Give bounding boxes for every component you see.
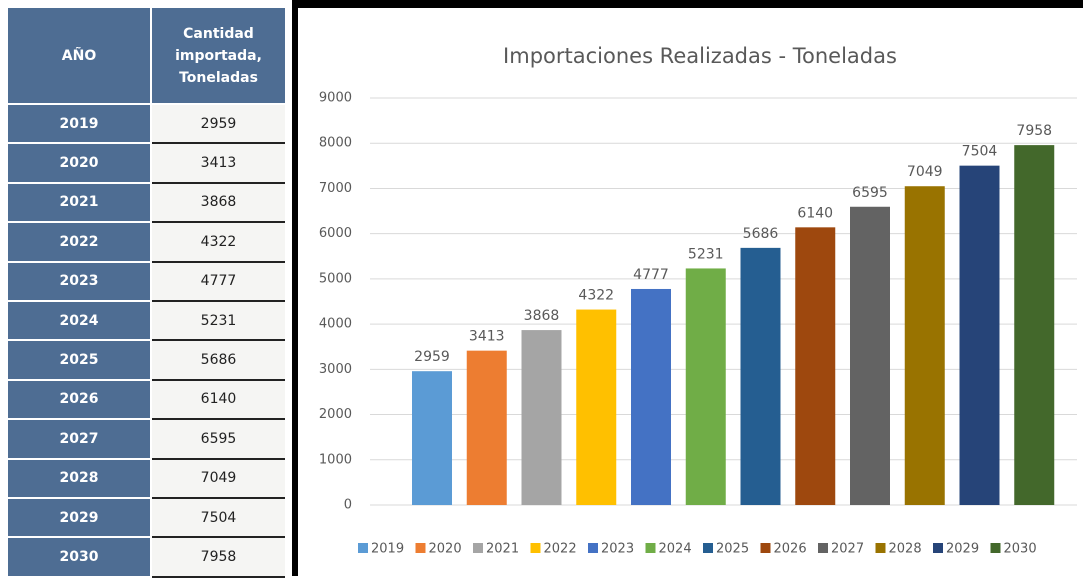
data-label: 7504 [962, 144, 998, 160]
legend-swatch [818, 543, 828, 553]
legend-swatch [990, 543, 1001, 553]
year-cell: 2025 [8, 341, 150, 381]
top-border [292, 0, 1083, 8]
bar [1014, 145, 1055, 505]
year-cell: 2024 [8, 302, 150, 342]
year-cell: 2029 [8, 499, 150, 539]
table: AÑO Cantidad importada, Toneladas 2019 2959… [0, 0, 292, 578]
y-tick-label: 1000 [319, 452, 352, 467]
year-cell: 2027 [8, 420, 150, 460]
legend-swatch [530, 543, 541, 553]
value-cell: 5231 [152, 302, 285, 342]
year-cell: 2030 [8, 538, 150, 578]
data-label: 6595 [852, 185, 888, 201]
value-cell: 6140 [152, 380, 285, 421]
legend-swatch [473, 543, 483, 553]
legend-label: 2020 [429, 542, 462, 557]
y-tick-label: 7000 [319, 181, 352, 196]
legend-label: 2027 [831, 542, 864, 557]
data-label: 7958 [1016, 123, 1052, 139]
bar [850, 206, 890, 505]
legend-label: 2023 [601, 542, 634, 557]
data-label: 3413 [469, 329, 505, 345]
bar [740, 247, 781, 505]
data-label: 2959 [414, 349, 450, 365]
legend-label: 2030 [1004, 542, 1037, 557]
y-tick-label: 5000 [319, 271, 352, 286]
data-label: 3868 [524, 308, 560, 324]
data-label: 7049 [907, 164, 943, 180]
legend-swatch [358, 543, 368, 553]
value-cell: 6595 [152, 420, 285, 460]
bar [521, 330, 562, 505]
legend-label: 2029 [946, 542, 979, 557]
y-tick-label: 9000 [319, 91, 352, 106]
legend-label: 2025 [716, 542, 749, 557]
value-cell: 4777 [152, 262, 285, 302]
year-cell: 2021 [8, 183, 150, 224]
data-label: 4322 [578, 288, 614, 304]
data-label: 4777 [633, 267, 669, 283]
data-label: 5686 [743, 226, 779, 242]
value-cell: 7504 [152, 499, 285, 539]
y-tick-label: 6000 [319, 226, 352, 241]
legend-label: 2028 [889, 542, 922, 557]
data-label: 6140 [797, 205, 833, 221]
bar [466, 350, 507, 505]
y-tick-label: 2000 [319, 407, 352, 422]
y-tick-label: 0 [344, 498, 352, 513]
year-cell: 2020 [8, 144, 150, 184]
legend-swatch [933, 543, 943, 553]
value-cell: 4322 [152, 223, 285, 263]
legend-swatch [415, 543, 426, 553]
header-cell: Cantidad importada, Toneladas [152, 8, 285, 105]
value-cell: 3868 [152, 183, 285, 224]
bar [576, 309, 617, 505]
y-tick-label: 4000 [319, 317, 352, 332]
legend-swatch [645, 543, 656, 553]
y-tick-label: 8000 [319, 136, 352, 151]
legend-label: 2019 [371, 542, 404, 557]
y-tick-label: 3000 [319, 362, 352, 377]
value-cell: 7049 [152, 459, 285, 499]
legend-swatch [588, 543, 598, 553]
year-cell: 2022 [8, 223, 150, 263]
data-label: 5231 [688, 246, 724, 262]
legend-label: 2022 [544, 542, 577, 557]
bar [412, 371, 452, 505]
legend-swatch [875, 543, 886, 553]
value-cell: 3413 [152, 144, 285, 184]
chart: Importaciones Realizadas - Toneladas 0 10… [292, 0, 1083, 576]
legend-label: 2021 [486, 542, 519, 557]
year-cell: 2028 [8, 459, 150, 499]
legend-label: 2024 [659, 542, 692, 557]
legend-swatch [760, 543, 771, 553]
legend-label: 2026 [774, 542, 807, 557]
year-cell: 2026 [8, 380, 150, 421]
value-cell: 5686 [152, 341, 285, 381]
bar [904, 186, 945, 505]
header-cell: AÑO [8, 8, 150, 105]
bar [685, 268, 726, 505]
year-cell: 2023 [8, 262, 150, 302]
left-border [292, 8, 298, 576]
value-cell: 2959 [152, 105, 285, 145]
chart-title: Importaciones Realizadas - Toneladas [503, 44, 897, 68]
value-cell: 7958 [152, 538, 285, 578]
legend-swatch [703, 543, 713, 553]
year-cell: 2019 [8, 105, 150, 145]
bar [631, 288, 671, 505]
bar [959, 165, 1000, 505]
bar [795, 227, 836, 505]
